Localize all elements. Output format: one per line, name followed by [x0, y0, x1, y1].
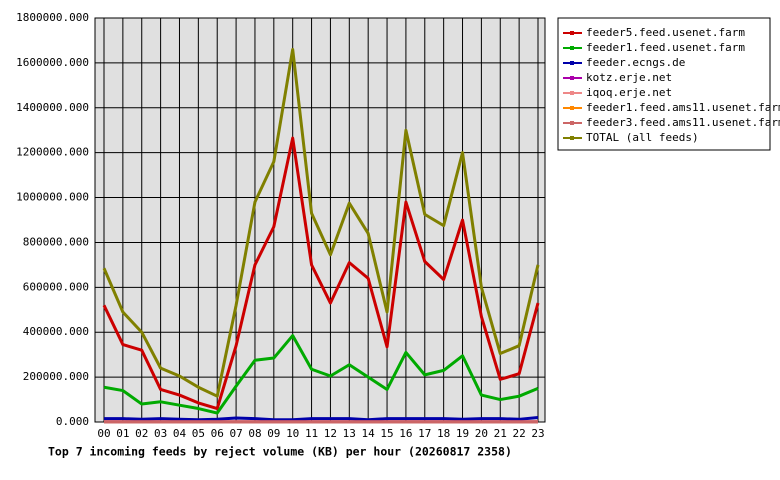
x-tick-label: 15: [380, 427, 393, 440]
legend-marker: [570, 61, 574, 65]
x-tick-label: 18: [437, 427, 450, 440]
y-tick-label: 1600000.000: [16, 56, 89, 69]
y-tick-label: 200000.000: [23, 370, 89, 383]
y-tick-label: 1200000.000: [16, 146, 89, 159]
legend-marker: [570, 121, 574, 125]
legend-label: feeder5.feed.usenet.farm: [586, 26, 745, 39]
series-line: [102, 136, 540, 411]
x-tick-label: 13: [343, 427, 356, 440]
legend-box: [557, 17, 771, 151]
legend-marker: [570, 106, 574, 110]
series-line: [102, 47, 540, 398]
x-tick-label: 02: [135, 427, 148, 440]
x-tick-label: 19: [456, 427, 469, 440]
x-tick-label: 22: [513, 427, 526, 440]
legend-label: feeder.ecngs.de: [586, 56, 685, 69]
x-tick-label: 05: [192, 427, 205, 440]
x-tick-label: 23: [531, 427, 544, 440]
legend-marker: [570, 46, 574, 50]
x-tick-label: 21: [494, 427, 507, 440]
legend-label: feeder3.feed.ams11.usenet.farm: [586, 116, 780, 129]
x-tick-label: 20: [475, 427, 488, 440]
legend-label: iqoq.erje.net: [586, 86, 672, 99]
chart-title: Top 7 incoming feeds by reject volume (K…: [48, 445, 512, 459]
y-tick-label: 1000000.000: [16, 191, 89, 204]
plot-area: [94, 17, 546, 423]
x-tick-label: 07: [229, 427, 242, 440]
legend-marker: [570, 136, 574, 140]
series-line: [103, 334, 539, 415]
x-tick-label: 10: [286, 427, 299, 440]
legend-label: TOTAL (all feeds): [586, 131, 699, 144]
legend-marker: [570, 91, 574, 95]
x-tick-label: 08: [248, 427, 261, 440]
x-tick-label: 14: [362, 427, 376, 440]
x-tick-label: 06: [211, 427, 224, 440]
x-tick-label: 03: [154, 427, 167, 440]
y-tick-label: 400000.000: [23, 325, 89, 338]
legend-label: feeder1.feed.usenet.farm: [586, 41, 745, 54]
x-tick-label: 17: [418, 427, 431, 440]
y-tick-label: 0.000: [56, 415, 89, 428]
x-tick-label: 11: [305, 427, 318, 440]
y-tick-label: 600000.000: [23, 280, 89, 293]
series-line: [104, 416, 539, 422]
legend-label: kotz.erje.net: [586, 71, 672, 84]
y-tick-label: 1800000.000: [16, 11, 89, 24]
x-tick-label: 12: [324, 427, 337, 440]
x-tick-label: 16: [399, 427, 412, 440]
x-tick-label: 01: [116, 427, 129, 440]
x-tick-label: 04: [173, 427, 187, 440]
y-tick-label: 800000.000: [23, 235, 89, 248]
y-tick-label: 1400000.000: [16, 101, 89, 114]
x-tick-label: 00: [97, 427, 110, 440]
legend-marker: [570, 31, 574, 35]
x-tick-label: 09: [267, 427, 280, 440]
legend-label: feeder1.feed.ams11.usenet.farm: [586, 101, 780, 114]
legend-marker: [570, 76, 574, 80]
